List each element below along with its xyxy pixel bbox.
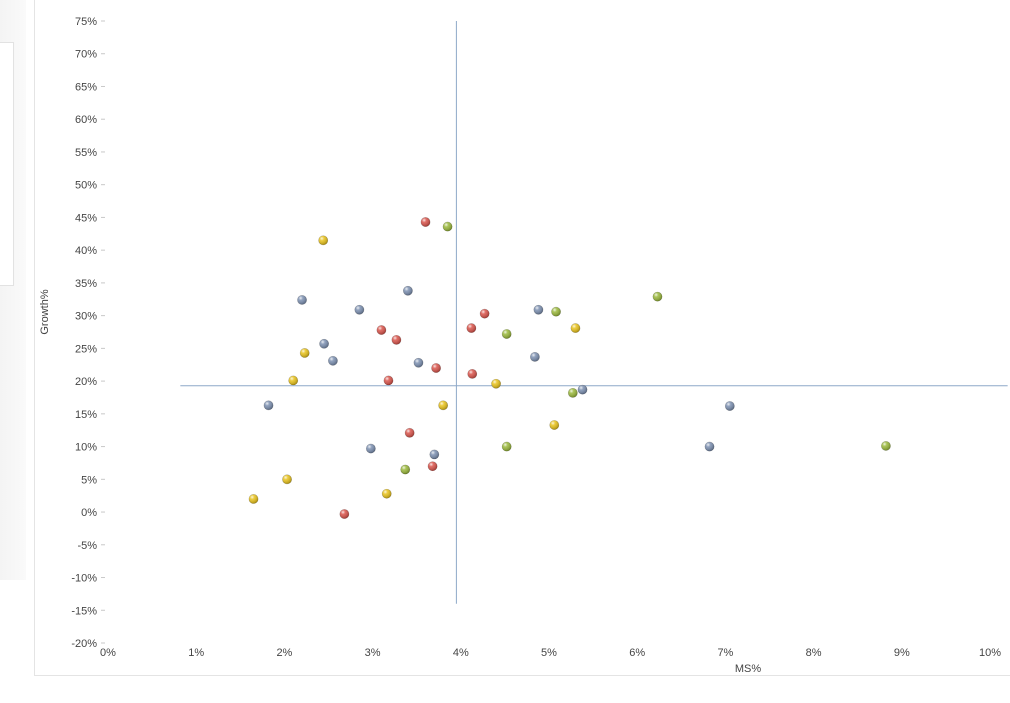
x-tick-label: 10% xyxy=(979,647,1001,659)
data-point xyxy=(704,441,715,452)
data-point xyxy=(282,474,292,485)
data-point xyxy=(577,384,588,395)
data-point xyxy=(652,291,663,302)
y-tick-label: 35% xyxy=(75,278,97,290)
data-point xyxy=(297,295,307,305)
y-tick-label: -10% xyxy=(71,573,97,585)
data-points xyxy=(248,217,891,519)
data-point xyxy=(570,323,581,333)
data-point xyxy=(466,323,477,333)
y-tick-label: 5% xyxy=(81,474,97,486)
side-panel xyxy=(0,0,26,580)
data-point xyxy=(248,494,259,504)
y-tick-label: 65% xyxy=(75,81,97,93)
data-point xyxy=(391,334,402,345)
x-tick-label: 9% xyxy=(894,647,910,659)
x-tick-label: 8% xyxy=(806,647,822,659)
data-point xyxy=(479,308,490,319)
y-tick-label: 55% xyxy=(75,147,97,159)
data-point xyxy=(381,488,392,499)
data-point xyxy=(318,235,329,246)
data-point xyxy=(431,363,442,373)
side-card xyxy=(0,42,14,286)
data-point xyxy=(263,400,274,411)
data-point xyxy=(429,449,440,460)
data-point xyxy=(288,375,299,386)
x-tick-label: 3% xyxy=(365,647,381,659)
data-point xyxy=(529,351,540,362)
data-point xyxy=(299,348,310,358)
x-tick-label: 7% xyxy=(717,647,733,659)
data-point xyxy=(533,304,544,315)
data-point xyxy=(442,221,453,232)
y-tick-label: 10% xyxy=(75,442,97,454)
y-axis-title: Growth% xyxy=(39,289,51,334)
y-tick-label: -5% xyxy=(77,540,97,552)
y-tick-label: 45% xyxy=(75,212,97,224)
y-tick-label: 0% xyxy=(81,507,97,519)
y-tick-label: 50% xyxy=(75,180,97,192)
data-point xyxy=(354,304,365,315)
y-tick-label: 30% xyxy=(75,311,97,323)
x-tick-label: 4% xyxy=(453,647,469,659)
data-point xyxy=(724,401,735,411)
data-point xyxy=(319,338,329,349)
y-tick-label: 60% xyxy=(75,114,97,126)
data-point xyxy=(549,420,560,430)
data-point xyxy=(420,217,431,227)
x-tick-label: 6% xyxy=(629,647,645,659)
y-tick-label: 75% xyxy=(75,16,97,28)
data-point xyxy=(383,375,394,386)
x-axis-title: MS% xyxy=(735,663,762,675)
chart-frame xyxy=(34,0,1010,676)
data-point xyxy=(551,306,561,317)
x-tick-label: 2% xyxy=(276,647,292,659)
data-point xyxy=(438,400,449,411)
data-point xyxy=(413,357,424,368)
data-point xyxy=(501,329,512,339)
data-point xyxy=(328,355,338,366)
data-point xyxy=(376,325,387,335)
y-tick-label: -15% xyxy=(71,605,97,617)
y-tick-label: 25% xyxy=(75,343,97,355)
y-tick-label: 70% xyxy=(75,49,97,61)
x-tick-label: 0% xyxy=(100,647,116,659)
data-point xyxy=(501,441,512,452)
x-tick-label: 1% xyxy=(188,647,204,659)
x-tick-label: 5% xyxy=(541,647,557,659)
y-tick-label: 15% xyxy=(75,409,97,421)
data-point xyxy=(567,387,578,398)
data-point xyxy=(339,509,350,519)
data-point xyxy=(467,369,478,379)
y-tick-label: 20% xyxy=(75,376,97,388)
reference-lines xyxy=(180,21,1008,604)
data-point xyxy=(881,441,891,451)
data-point xyxy=(491,378,501,389)
y-axis-ticks: 75% 70% 65% 60% 55% 50% 45% 40% 35% 30% 25% 20% 15% 1… xyxy=(71,16,105,650)
data-point xyxy=(427,461,438,472)
data-point xyxy=(404,427,415,438)
data-point xyxy=(400,464,411,475)
data-point xyxy=(402,285,413,296)
y-tick-label: -20% xyxy=(71,638,97,650)
data-point xyxy=(365,443,376,454)
y-tick-label: 40% xyxy=(75,245,97,257)
x-axis-ticks: 0% 1% 2% 3% 4% 5% 6% 7% 8% 9% 10% xyxy=(100,647,1001,659)
